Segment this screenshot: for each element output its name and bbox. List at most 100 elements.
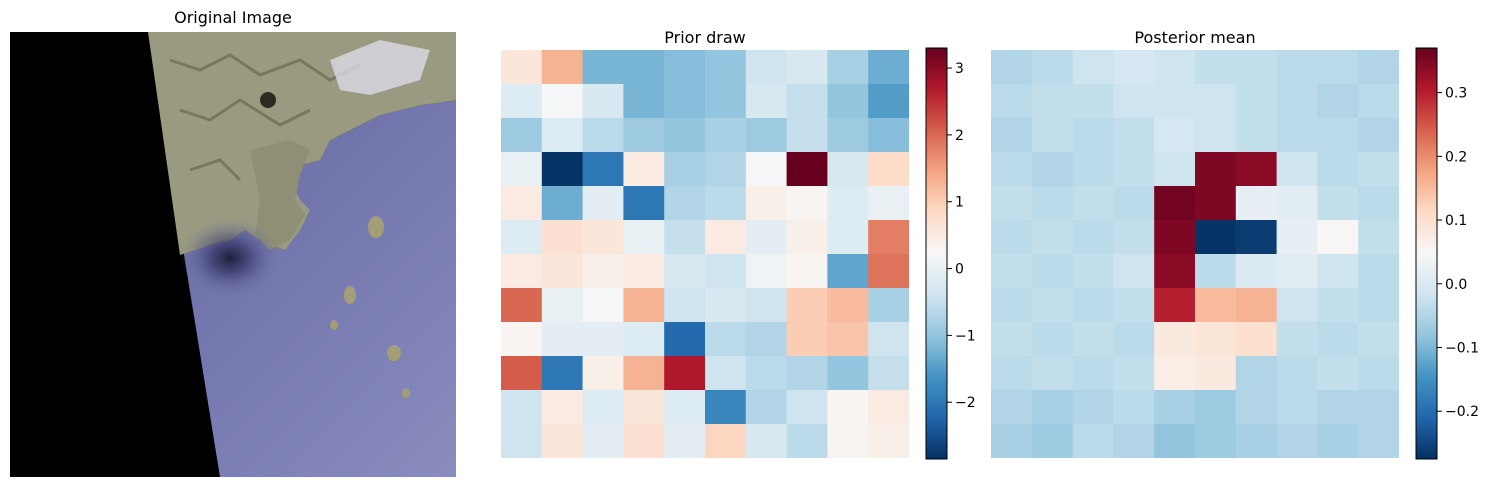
heatmap-cell	[868, 50, 909, 85]
heatmap-cell	[827, 288, 869, 323]
colorbar-tick-label: −2	[955, 395, 976, 411]
heatmap-cell	[664, 118, 706, 153]
colorbar-tick-label: 0.2	[1445, 149, 1467, 165]
heatmap-cell	[705, 288, 747, 323]
heatmap-cell	[664, 254, 706, 289]
heatmap-cell	[1154, 50, 1196, 85]
heatmap-cell	[582, 424, 624, 458]
heatmap-cell	[1072, 186, 1114, 221]
heatmap-cell	[541, 50, 584, 85]
heatmap-cell	[1317, 356, 1359, 391]
heatmap-cell	[1154, 288, 1196, 323]
heatmap-cell	[1358, 390, 1399, 425]
heatmap-cell	[501, 118, 543, 153]
heatmap-cell	[991, 186, 1033, 221]
panel-posterior-mean: Posterior mean −0.2 −0.1 0.0 0.1 0.2 0.3	[991, 28, 1479, 460]
heatmap-cell	[745, 356, 788, 391]
heatmap-cell	[786, 186, 828, 221]
panel-original-image: Original Image	[10, 8, 456, 477]
heatmap-cell	[582, 390, 624, 425]
heatmap-cell	[1154, 186, 1196, 221]
heatmap-cell	[1235, 288, 1278, 323]
heatmap-cell	[1317, 152, 1359, 187]
island-5	[402, 388, 410, 398]
heatmap-cell	[1154, 356, 1196, 391]
colorbar-tick-label: −0.1	[1445, 340, 1479, 356]
heatmap-cell	[1154, 152, 1196, 187]
heatmap-cell	[868, 118, 909, 153]
heatmap-cell	[745, 220, 788, 255]
heatmap-cell	[1113, 390, 1155, 425]
colorbar-tick-label: 0.0	[1445, 277, 1467, 293]
heatmap-cell	[1276, 118, 1318, 153]
heatmap-cell	[868, 220, 909, 255]
heatmap-cell	[1358, 50, 1399, 85]
heatmap-cell	[1317, 390, 1359, 425]
heatmap-cell	[786, 254, 828, 289]
heatmap-cell	[705, 424, 747, 458]
heatmap-cell	[827, 118, 869, 153]
heatmap-cell	[1276, 50, 1318, 85]
heatmap-cell	[1276, 220, 1318, 255]
heatmap-cell	[582, 220, 624, 255]
heatmap-cell	[1235, 220, 1278, 255]
heatmap-cell	[1154, 254, 1196, 289]
heatmap-cell	[868, 424, 909, 458]
heatmap-cell	[705, 356, 747, 391]
heatmap-cell	[1031, 356, 1074, 391]
colorbar-tick-label: 0	[955, 262, 964, 278]
heatmap-cell	[827, 186, 869, 221]
colorbar-tick-label: 0.1	[1445, 213, 1467, 229]
heatmap-cell	[623, 288, 665, 323]
heatmap-cell	[1317, 220, 1359, 255]
heatmap-cell	[745, 84, 788, 119]
heatmap-cell	[623, 186, 665, 221]
heatmap-cell	[991, 322, 1033, 357]
heatmap-cell	[1154, 322, 1196, 357]
heatmap-cell	[745, 50, 788, 85]
heatmap-cell	[664, 390, 706, 425]
heatmap-cell	[501, 424, 543, 458]
heatmap-cell	[1154, 220, 1196, 255]
heatmap-cell	[991, 390, 1033, 425]
heatmap-cell	[1195, 254, 1237, 289]
heatmap-cell	[868, 288, 909, 323]
heatmap-cell	[705, 390, 747, 425]
heatmap-cell	[1031, 152, 1074, 187]
heatmap-cell	[1113, 424, 1155, 458]
heatmap-cell	[501, 186, 543, 221]
posterior-colorbar: −0.2 −0.1 0.0 0.1 0.2 0.3	[1415, 47, 1479, 460]
heatmap-cell	[501, 50, 543, 85]
prior-colorbar: −2 −1 0 1 2 3	[925, 47, 976, 460]
heatmap-cell	[1276, 288, 1318, 323]
heatmap-cell	[582, 118, 624, 153]
heatmap-cell	[827, 322, 869, 357]
heatmap-cell	[827, 50, 869, 85]
heatmap-cell	[1235, 152, 1278, 187]
heatmap-cell	[1317, 186, 1359, 221]
heatmap-cell	[1358, 322, 1399, 357]
vortex	[180, 218, 280, 298]
heatmap-cell	[541, 186, 584, 221]
heatmap-cell	[1195, 50, 1237, 85]
heatmap-cell	[1113, 322, 1155, 357]
heatmap-cell	[745, 322, 788, 357]
heatmap-cell	[541, 356, 584, 391]
heatmap-cell	[868, 390, 909, 425]
heatmap-cell	[1031, 186, 1074, 221]
heatmap-cell	[1195, 390, 1237, 425]
heatmap-cell	[1317, 84, 1359, 119]
heatmap-cell	[1113, 152, 1155, 187]
heatmap-cell	[1195, 118, 1237, 153]
colorbar-tick-label: 0.3	[1445, 86, 1467, 102]
heatmap-cell	[786, 322, 828, 357]
heatmap-cell	[623, 390, 665, 425]
heatmap-cell	[1195, 356, 1237, 391]
heatmap-cell	[623, 152, 665, 187]
heatmap-cell	[664, 424, 706, 458]
heatmap-cell	[1154, 84, 1196, 119]
heatmap-cell	[745, 288, 788, 323]
heatmap-cell	[991, 118, 1033, 153]
island-3	[387, 345, 401, 361]
